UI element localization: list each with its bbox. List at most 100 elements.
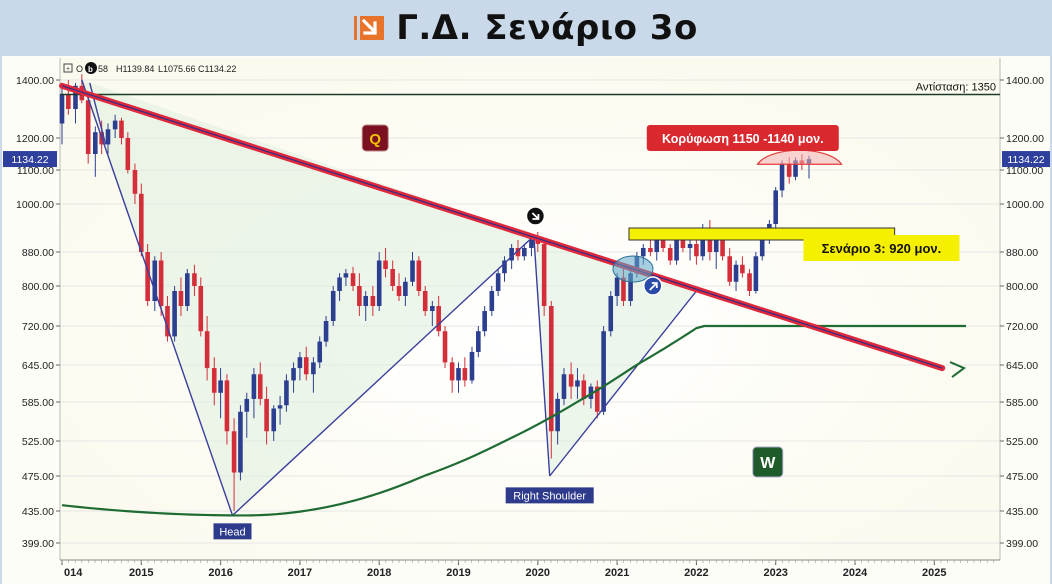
candle-body — [152, 260, 158, 301]
x-tick-label: 2022 — [684, 567, 708, 579]
candle-body — [786, 163, 792, 177]
peak-label: Κορύφωση 1150 -1140 μον. — [662, 132, 824, 146]
y-tick-label-left: 399.00 — [22, 538, 54, 550]
candle-body — [119, 120, 124, 138]
candle-body — [733, 264, 739, 282]
candle-body — [257, 374, 263, 399]
y-tick-label-right: 435.00 — [1006, 506, 1038, 518]
title-bar: Γ.Δ. Σενάριο 3ο — [0, 0, 1052, 56]
candle-body — [773, 190, 778, 224]
candle-body — [753, 256, 759, 291]
candle-body — [410, 260, 415, 282]
candle-body — [614, 277, 620, 296]
y-tick-label-left: 525.00 — [22, 436, 54, 448]
candle-body — [105, 129, 111, 145]
w-label: W — [760, 455, 776, 472]
candle-body — [112, 120, 118, 130]
x-tick-label: 2025 — [922, 567, 946, 579]
x-tick-label: 2020 — [526, 567, 550, 579]
candle-body — [575, 380, 580, 387]
candle-body — [594, 386, 600, 412]
candle-body — [357, 286, 362, 306]
candle-body — [482, 311, 487, 332]
y-tick-label-right: 800.00 — [1006, 281, 1038, 293]
candle-body — [204, 331, 210, 369]
candle-body — [145, 252, 150, 301]
last-price-label-left: 1134.22 — [11, 154, 48, 166]
y-tick-label-left: 720.00 — [22, 321, 54, 333]
y-tick-label-right: 475.00 — [1006, 471, 1038, 483]
y-tick-label-left: 800.00 — [22, 281, 54, 293]
y-tick-label-left: 880.00 — [22, 247, 54, 259]
candle-body — [608, 296, 614, 332]
candle-body — [581, 380, 587, 399]
legend-open-value: 58 — [98, 64, 108, 74]
ohlc-legend: + O b 58 H1139.84 L1075.66 C1134.22 — [63, 62, 236, 74]
x-tick-label: 2016 — [208, 567, 232, 579]
candle-body — [529, 240, 534, 248]
y-tick-label-left: 1100.00 — [17, 165, 54, 177]
y-tick-label-left: 1400.00 — [16, 75, 54, 87]
overlays: Αντίσταση: 1350 Q W Head Right Shoulder Κορύφ… — [3, 79, 1050, 540]
y-tick-label-right: 1400.00 — [1006, 75, 1044, 87]
candle-body — [85, 100, 91, 154]
candle-body — [713, 240, 719, 252]
candle-body — [535, 240, 541, 244]
candle-body — [667, 248, 673, 261]
candle-body — [522, 248, 527, 257]
candle-body — [198, 286, 204, 332]
y-axis-right: 1400.00 1200.00 1100.00 1000.00 880.00 800.00… — [1000, 75, 1044, 550]
candle-body — [442, 331, 448, 363]
candle-body — [621, 277, 626, 301]
up-arrow-glyph — [649, 282, 658, 291]
candle-body — [323, 321, 329, 342]
legend-marker-icon — [85, 62, 97, 74]
candle-body — [476, 331, 481, 352]
x-tick-label: 2018 — [367, 567, 391, 579]
page-title: Γ.Δ. Σενάριο 3ο — [396, 8, 698, 48]
candle-body — [640, 248, 646, 257]
candle-body — [284, 380, 289, 406]
candle-body — [449, 362, 455, 381]
candle-body — [654, 240, 660, 252]
legend-close: C1134.22 — [198, 64, 236, 74]
candle-body — [561, 374, 567, 399]
candle-body — [73, 85, 78, 109]
candle-body — [303, 357, 309, 375]
y-tick-label-left: 585.00 — [22, 397, 54, 409]
y-tick-label-left: 645.00 — [22, 360, 54, 372]
candle-body — [218, 380, 223, 393]
candle-body — [680, 236, 686, 248]
y-axis-left: 1400.00 1200.00 1100.00 1000.00 880.00 800.00… — [16, 75, 60, 550]
head-label: Head — [219, 526, 245, 538]
candle-body — [489, 291, 495, 311]
candle-body — [568, 374, 574, 387]
candle-body — [376, 260, 382, 306]
candle-body — [231, 431, 237, 473]
q-label: Q — [369, 131, 381, 148]
x-tick-label: 2017 — [288, 567, 312, 579]
head-label-box — [213, 523, 252, 540]
last-price-marker-right — [1002, 151, 1050, 168]
candle-body — [740, 264, 745, 274]
candlestick-chart: Αντίσταση: 1350 Q W Head Right Shoulder Κορύφ… — [2, 56, 1050, 584]
right-shoulder-label: Right Shoulder — [513, 490, 586, 502]
candle-body — [317, 341, 323, 363]
y-tick-label-right: 720.00 — [1006, 321, 1038, 333]
candle-body — [541, 244, 547, 306]
x-tick-label: 2015 — [129, 567, 153, 579]
candle-body — [694, 244, 699, 257]
y-tick-label-right: 645.00 — [1006, 360, 1038, 372]
candle-body — [66, 94, 71, 109]
candle-body — [224, 380, 230, 432]
x-axis: 014 2015 2016 2017 2018 2019 2020 2021 2022 2023 2… — [61, 560, 995, 579]
candle-body — [548, 306, 554, 432]
candle-body — [363, 296, 369, 306]
candle-body — [244, 398, 250, 412]
candle-body — [456, 368, 461, 381]
x-tick-label: 2023 — [763, 567, 787, 579]
candle-body — [509, 248, 514, 261]
candle-body — [601, 331, 606, 412]
y-tick-label-right: 880.00 — [1006, 247, 1038, 259]
